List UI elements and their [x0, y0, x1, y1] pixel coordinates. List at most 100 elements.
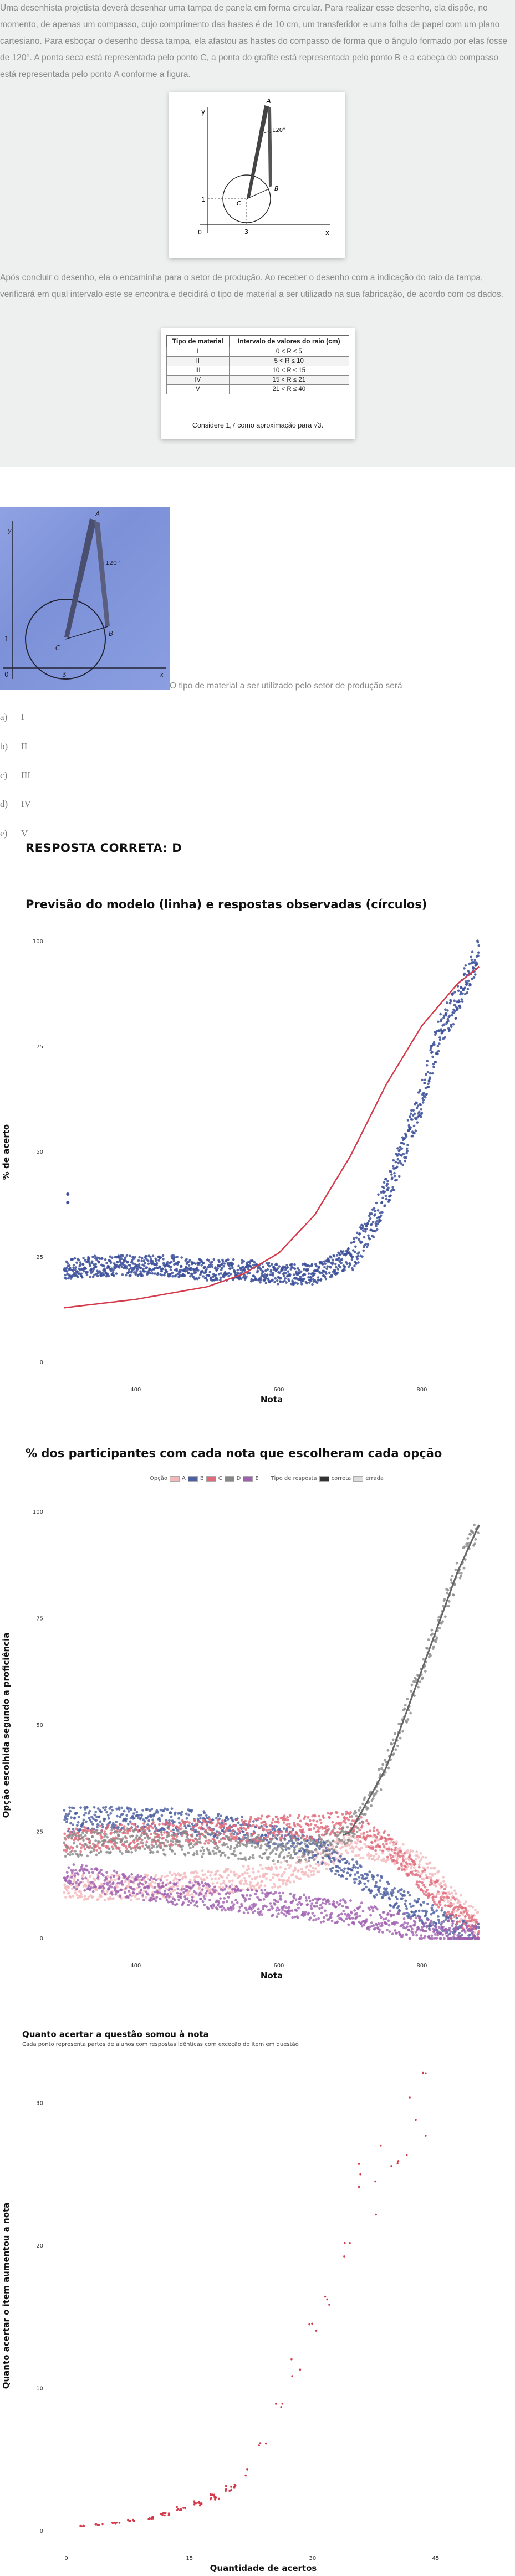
option-d-point	[134, 1849, 137, 1852]
option-b-point	[409, 1902, 412, 1905]
observed-point	[303, 1268, 305, 1271]
option-d-point	[94, 1839, 98, 1842]
option-c[interactable]: c) III	[0, 770, 30, 781]
option-b-point	[345, 1860, 349, 1863]
option-b-point	[275, 1825, 278, 1828]
option-b-point	[226, 1815, 228, 1818]
observed-point	[469, 984, 472, 986]
option-d-point	[123, 1830, 126, 1833]
option-d-point	[81, 1831, 84, 1834]
option-c-point	[278, 1836, 282, 1839]
option-a-point	[368, 1857, 371, 1860]
observed-point	[229, 1273, 232, 1276]
option-c-point	[74, 1837, 78, 1840]
option-c-point	[262, 1828, 266, 1831]
option-d-point	[314, 1848, 318, 1851]
option-d-point	[229, 1848, 232, 1850]
option-d-point	[154, 1835, 156, 1839]
option-a-point	[422, 1878, 425, 1881]
option-b-point	[118, 1808, 121, 1811]
option-d-point	[143, 1847, 146, 1850]
option-d-point	[153, 1839, 156, 1842]
observed-point	[167, 1273, 170, 1276]
option-c-point	[319, 1821, 323, 1824]
option-a-point	[141, 1891, 144, 1895]
option-e-point	[279, 1898, 283, 1901]
observed-point	[415, 1102, 418, 1104]
option-d-point	[447, 1600, 451, 1603]
option-a-point	[80, 1895, 83, 1899]
option-b-point	[177, 1817, 180, 1820]
option-e-point	[158, 1891, 161, 1894]
option-a-point	[116, 1885, 119, 1889]
option-text: III	[21, 770, 30, 780]
observed-point	[473, 961, 476, 964]
option-d-point	[353, 1812, 355, 1816]
legend-item: correta	[331, 1475, 351, 1482]
option-b-point	[91, 1823, 94, 1826]
observed-point	[212, 1258, 216, 1261]
option-a-point	[86, 1880, 90, 1883]
option-c-point	[391, 1838, 394, 1841]
option-e-point	[137, 1875, 140, 1879]
observed-point	[473, 959, 476, 961]
option-d-point	[162, 1848, 165, 1852]
option-b-point	[190, 1809, 193, 1812]
option-c-point	[309, 1828, 312, 1831]
option-a-point	[248, 1883, 252, 1886]
option-e-point	[288, 1909, 292, 1912]
option-d-point	[120, 1852, 124, 1855]
option-a[interactable]: a) I	[0, 712, 24, 723]
option-c-point	[284, 1834, 288, 1837]
observed-point	[91, 1260, 94, 1263]
option-d-point	[432, 1645, 435, 1648]
observed-point	[247, 1267, 250, 1271]
table-cell: I	[166, 347, 230, 357]
observed-point	[191, 1273, 194, 1276]
option-c-point	[272, 1818, 274, 1821]
option-e-point	[232, 1907, 235, 1910]
observed-point	[171, 1271, 174, 1274]
option-e-point	[223, 1888, 227, 1891]
option-e[interactable]: e) V	[0, 828, 28, 839]
option-c-point	[432, 1895, 435, 1898]
option-e-point	[298, 1901, 301, 1904]
option-b-point	[281, 1834, 284, 1837]
observed-point	[368, 1214, 371, 1217]
option-d[interactable]: d) IV	[0, 799, 31, 810]
option-b-point	[378, 1890, 381, 1893]
option-e-point	[67, 1866, 70, 1869]
option-a-point	[232, 1891, 235, 1894]
option-d-point	[279, 1851, 283, 1854]
option-a-point	[127, 1882, 130, 1885]
option-b[interactable]: b) II	[0, 741, 27, 752]
option-a-point	[344, 1849, 348, 1853]
option-c-point	[434, 1903, 437, 1906]
option-d-point	[94, 1844, 96, 1847]
option-a-point	[261, 1867, 264, 1870]
option-c-point	[170, 1829, 173, 1833]
observed-point	[149, 1268, 151, 1271]
option-e-point	[295, 1909, 298, 1912]
option-b-point	[420, 1904, 423, 1907]
observed-point	[470, 955, 472, 959]
observed-point	[187, 1264, 191, 1267]
option-d-point	[246, 1843, 248, 1845]
option-d-point	[350, 1839, 353, 1843]
observed-point	[183, 1274, 186, 1277]
observed-point	[150, 1269, 154, 1272]
question-paragraph-2: Após concluir o desenho, ela o encaminha…	[0, 273, 504, 299]
option-a-point	[251, 1867, 254, 1870]
option-a-point	[242, 1865, 245, 1868]
observed-point	[326, 1265, 329, 1268]
y-tick-label: 50	[36, 1149, 43, 1155]
option-d-point	[381, 1763, 384, 1766]
option-c-point	[63, 1832, 67, 1835]
option-c-point	[115, 1824, 118, 1828]
option-d-point	[171, 1840, 175, 1843]
option-a-point	[182, 1876, 185, 1879]
option-c-point	[184, 1821, 187, 1824]
option-c-point	[111, 1845, 114, 1849]
option-e-point	[82, 1871, 85, 1875]
observed-point	[443, 1036, 446, 1039]
